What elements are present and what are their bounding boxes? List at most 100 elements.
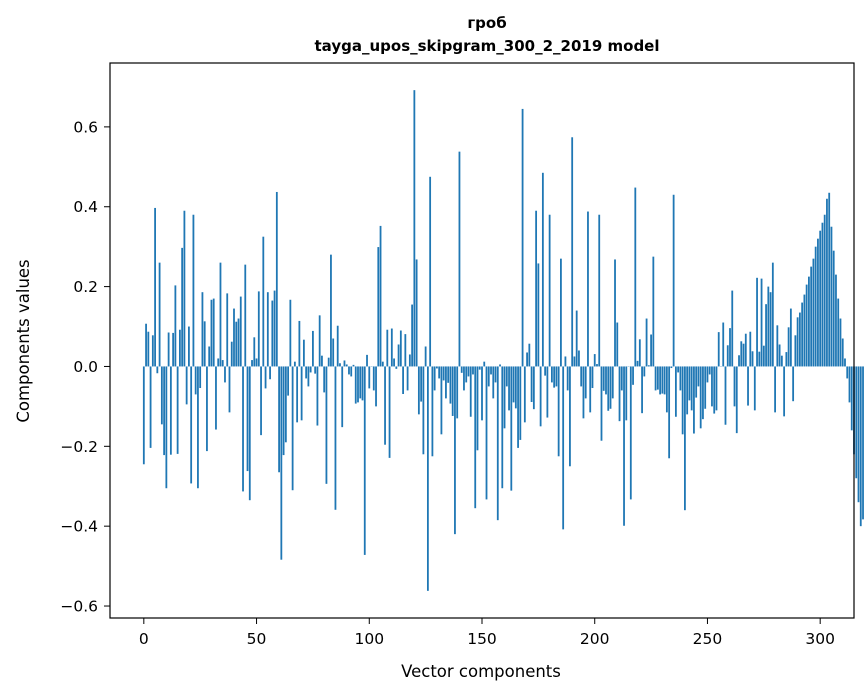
bar: [289, 299, 292, 367]
bar: [352, 364, 355, 367]
bar: [695, 366, 698, 398]
bar: [535, 210, 538, 367]
bar: [767, 286, 770, 367]
bar: [564, 356, 567, 367]
bar: [456, 366, 459, 419]
bar: [248, 366, 251, 501]
bar: [645, 318, 648, 367]
bar: [467, 366, 470, 377]
y-tick-label: −0.2: [60, 438, 98, 456]
bar: [424, 346, 427, 367]
bar: [327, 357, 330, 367]
bar: [465, 366, 468, 383]
x-tick-label: 200: [580, 630, 610, 648]
bar: [780, 355, 783, 367]
bar: [634, 187, 637, 367]
bar: [217, 358, 220, 367]
bar: [273, 290, 276, 367]
bar: [629, 366, 632, 500]
bar: [580, 366, 583, 387]
bar: [823, 214, 826, 367]
bar: [808, 276, 810, 367]
bar: [451, 366, 454, 416]
bar: [844, 358, 846, 367]
bar: [323, 366, 326, 393]
bar: [677, 366, 680, 373]
bar: [314, 366, 317, 374]
bar: [530, 366, 533, 402]
bar: [348, 366, 350, 375]
bar: [431, 366, 434, 457]
bar: [573, 356, 576, 367]
bar: [541, 172, 544, 367]
bar: [253, 337, 256, 367]
bar: [774, 366, 776, 413]
bar: [151, 335, 154, 367]
bar: [548, 214, 551, 367]
bar: [429, 176, 432, 367]
bar: [605, 366, 607, 395]
bar: [341, 366, 344, 428]
bar: [251, 360, 253, 367]
bar: [776, 325, 779, 367]
bar: [174, 285, 177, 367]
bar: [363, 366, 366, 555]
bar: [654, 366, 657, 391]
bar: [785, 352, 788, 367]
bar: [803, 294, 806, 367]
bar: [830, 226, 833, 367]
bar: [582, 366, 585, 419]
bar: [521, 108, 524, 367]
bar: [406, 366, 409, 391]
bar: [571, 137, 574, 367]
bar: [708, 366, 711, 375]
bar: [203, 321, 206, 367]
x-tick-label: 150: [467, 630, 497, 648]
bar: [302, 339, 305, 367]
bar: [512, 366, 515, 403]
bar: [735, 366, 738, 434]
bar: [862, 366, 864, 520]
bar: [163, 366, 166, 456]
bar: [287, 366, 290, 396]
bar: [514, 366, 517, 409]
bar: [212, 298, 215, 367]
bar: [557, 366, 560, 457]
bar: [539, 366, 542, 427]
bar: [275, 191, 278, 367]
bar: [546, 366, 549, 418]
bar: [769, 292, 772, 367]
bar: [156, 366, 159, 374]
bar: [492, 366, 495, 399]
bar: [638, 339, 641, 367]
bar: [812, 258, 815, 367]
bar: [717, 332, 720, 367]
x-tick-label: 250: [693, 630, 723, 648]
bar: [149, 366, 152, 448]
bar: [835, 274, 837, 367]
bar: [508, 366, 510, 411]
bar: [384, 366, 386, 445]
bar: [663, 366, 666, 395]
bar: [483, 361, 486, 367]
bar: [296, 366, 299, 423]
bar: [478, 366, 481, 370]
bar: [449, 366, 452, 404]
bar: [485, 366, 488, 500]
bar: [569, 366, 571, 467]
bar: [158, 262, 161, 367]
bar: [602, 366, 605, 391]
bar: [789, 308, 792, 367]
bar: [188, 326, 190, 367]
bar: [578, 350, 580, 367]
bar: [350, 366, 353, 377]
y-axis-ticks: −0.6 −0.4 −0.2 0.0 0.2 0.4 0.6: [60, 118, 110, 616]
bar: [846, 366, 849, 379]
bar: [291, 366, 294, 491]
bar: [145, 323, 147, 367]
bar: [321, 355, 323, 367]
bar: [505, 366, 508, 387]
bar: [618, 366, 621, 422]
bar: [181, 247, 184, 367]
bar: [681, 366, 684, 435]
